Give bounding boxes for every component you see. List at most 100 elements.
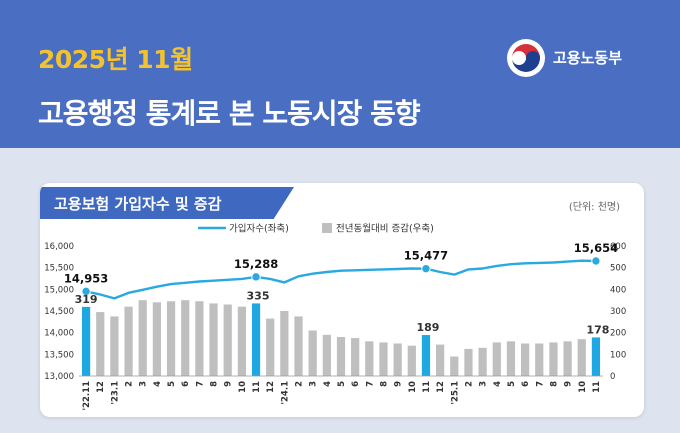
line-point-marker: [81, 286, 91, 297]
bar: [294, 316, 303, 376]
y-left-tick-label: 15,000: [44, 285, 74, 295]
bar: [591, 337, 601, 376]
bar: [138, 300, 147, 376]
x-tick-label: 10: [578, 381, 588, 393]
line-point-marker: [591, 256, 601, 266]
x-tick-label: 12: [96, 381, 106, 393]
bar: [110, 316, 119, 376]
bar-data-label: 189: [416, 321, 439, 334]
bar: [308, 330, 317, 376]
bar: [81, 306, 91, 376]
x-tick-label: 4: [323, 381, 333, 387]
bar: [379, 342, 388, 376]
x-tick-label: 8: [549, 381, 559, 387]
y-right-tick-label: 0: [610, 372, 615, 382]
bar: [407, 345, 416, 376]
x-tick-label: 4: [153, 381, 163, 387]
x-tick-label: 3: [479, 381, 489, 387]
bar: [365, 341, 374, 376]
taegeuk-emblem-icon: [507, 39, 545, 77]
x-tick-label: 5: [337, 381, 347, 387]
unit-label: (단위: 천명): [568, 202, 620, 213]
line-point-marker: [421, 263, 431, 274]
line-data-label: 15,654: [574, 241, 618, 255]
x-tick-label: 12: [266, 381, 276, 393]
bar-data-label: 319: [75, 293, 98, 306]
y-right-tick-label: 300: [610, 307, 626, 317]
bar: [535, 343, 544, 376]
page-title: 고용행정 통계로 본 노동시장 동향: [38, 97, 421, 130]
bar: [322, 334, 331, 376]
bar: [464, 348, 473, 376]
x-tick-label: 9: [564, 381, 574, 387]
x-tick-label: 8: [210, 381, 220, 387]
bar: [251, 303, 261, 376]
bar: [577, 339, 586, 376]
org-name: 고용노동부: [553, 49, 623, 67]
x-tick-label: 6: [521, 381, 531, 387]
bar: [195, 301, 204, 376]
bar: [506, 341, 516, 376]
y-left-tick-label: 16,000: [44, 242, 74, 252]
bar: [492, 342, 501, 376]
bar: [450, 356, 459, 376]
bar: [478, 347, 487, 376]
bar: [96, 312, 105, 376]
bar: [521, 343, 530, 376]
line-data-label: 14,953: [64, 271, 108, 285]
y-left-tick-label: 14,000: [44, 329, 74, 339]
line-data-label: 15,477: [404, 249, 448, 263]
section-title: 고용보험 가입자수 및 증감: [54, 195, 222, 213]
x-tick-label: '23.1: [110, 381, 120, 405]
bar: [124, 306, 133, 376]
bar: [181, 300, 190, 376]
bar: [563, 341, 572, 376]
x-tick-label: 11: [422, 381, 432, 393]
x-tick-label: 9: [224, 381, 234, 387]
line-data-label: 15,288: [234, 257, 278, 271]
x-tick-label: 10: [408, 381, 418, 393]
x-tick-label: 11: [592, 381, 602, 393]
x-tick-label: 6: [181, 381, 191, 387]
x-tick-label: 10: [238, 381, 248, 393]
x-tick-label: 7: [535, 381, 545, 387]
report-date: 2025년 11월: [38, 45, 193, 74]
bar: [166, 301, 176, 376]
x-tick-label: 8: [379, 381, 389, 387]
y-right-tick-label: 400: [610, 285, 626, 295]
x-tick-label: '22.11: [82, 381, 92, 411]
y-right-tick-label: 100: [610, 350, 626, 360]
x-tick-label: 9: [394, 381, 404, 387]
x-tick-label: 3: [139, 381, 149, 387]
y-left-tick-label: 13,500: [44, 350, 74, 360]
x-tick-label: 7: [365, 381, 375, 387]
x-tick-label: 2: [125, 381, 135, 387]
y-right-tick-label: 600: [610, 242, 626, 252]
page-header: 2025년 11월 고용행정 통계로 본 노동시장 동향 고용노동부: [0, 0, 680, 148]
y-right-tick-label: 200: [610, 329, 626, 339]
ministry-logo: 고용노동부: [506, 38, 646, 78]
x-tick-label: 3: [309, 381, 319, 387]
bar: [209, 303, 218, 376]
x-tick-label: 5: [507, 381, 517, 387]
y-left-tick-label: 15,500: [44, 264, 74, 274]
bar: [393, 343, 402, 376]
legend-label: 가입자수(좌축): [229, 223, 289, 235]
chart-card: 13,000 13,500 14,000 14,500 15,000 15,500 16,0…: [40, 183, 644, 417]
y-left-tick-label: 13,000: [44, 372, 74, 382]
x-tick-label: 4: [493, 381, 503, 387]
legend-bar-swatch: [322, 223, 332, 233]
x-tick-label: '24.1: [280, 381, 290, 405]
x-tick-label: '25.1: [450, 381, 460, 405]
bar: [421, 335, 431, 376]
series-line: [85, 259, 596, 300]
line-point-marker: [251, 272, 261, 282]
bar: [237, 306, 246, 376]
bar-data-label: 178: [586, 323, 609, 336]
section-tab: 고용보험 가입자수 및 증감: [40, 187, 294, 219]
bar: [336, 337, 346, 376]
x-tick-label: 12: [436, 381, 446, 393]
employment-insurance-chart: 13,000 13,500 14,000 14,500 15,000 15,500 16,0…: [44, 223, 626, 411]
x-tick-label: 2: [295, 381, 305, 387]
x-tick-label: 5: [167, 381, 177, 387]
